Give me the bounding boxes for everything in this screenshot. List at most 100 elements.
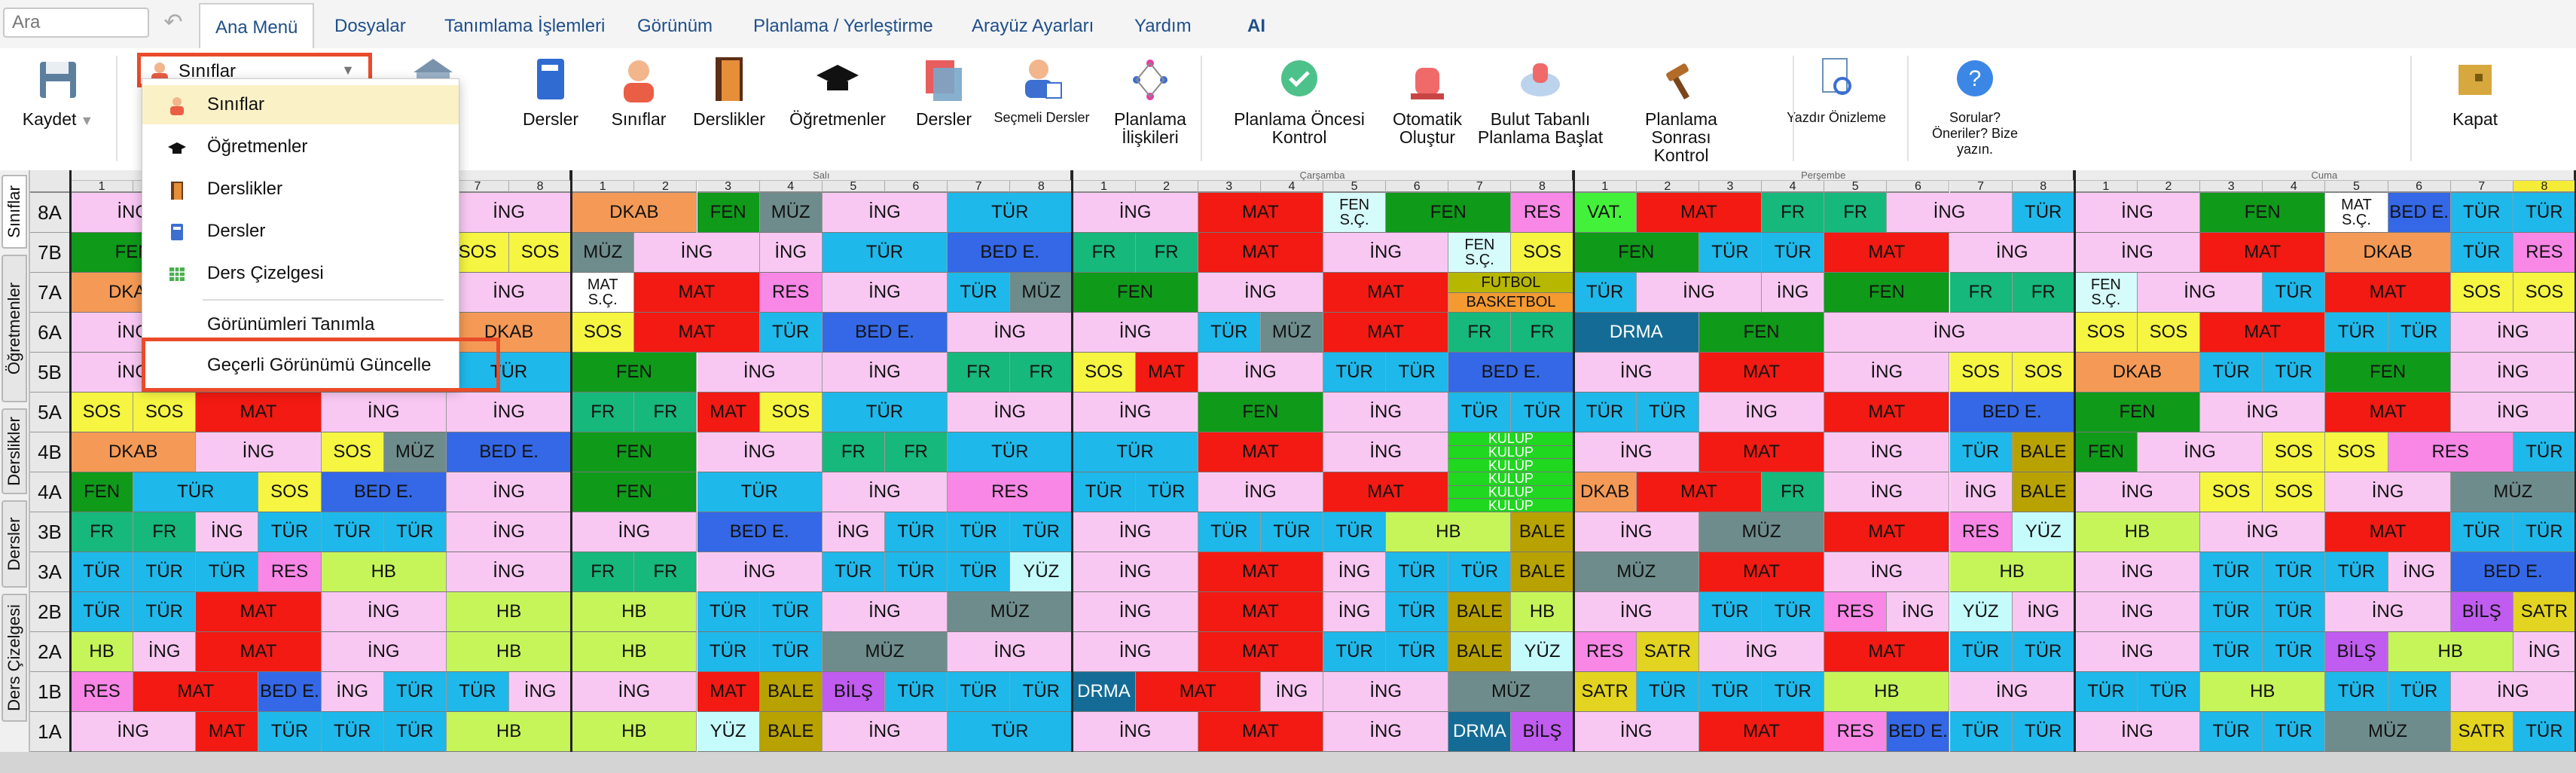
- lesson-cell[interactable]: BALE: [1511, 552, 1574, 592]
- lesson-cell[interactable]: TÜR: [948, 432, 1073, 472]
- lesson-cell[interactable]: SOS: [1511, 233, 1574, 273]
- lesson-cell[interactable]: TÜR: [1448, 552, 1512, 592]
- lesson-cell[interactable]: TÜR: [2325, 552, 2388, 592]
- lesson-cell[interactable]: İNG: [446, 193, 572, 233]
- lesson-cell[interactable]: İNG: [1073, 712, 1198, 752]
- lesson-cell[interactable]: YÜZ: [2012, 512, 2075, 552]
- lesson-cell[interactable]: MAT: [1323, 273, 1449, 313]
- lesson-cell[interactable]: TÜR: [2263, 712, 2326, 752]
- lesson-cell[interactable]: İNG: [697, 552, 823, 592]
- menu-item-ders-cizelgesi[interactable]: Ders Çizelgesi: [142, 254, 459, 293]
- lesson-cell[interactable]: MAT: [1636, 472, 1763, 512]
- lesson-cell[interactable]: RES: [1824, 592, 1888, 632]
- lesson-cell[interactable]: İNG: [2200, 393, 2326, 432]
- lesson-cell[interactable]: DKAB: [71, 432, 197, 472]
- lesson-cell[interactable]: BED E.: [697, 512, 823, 552]
- lesson-cell[interactable]: MÜZ: [759, 193, 823, 233]
- lesson-cell[interactable]: İNG: [1824, 472, 1950, 512]
- lesson-cell[interactable]: İNG: [1949, 472, 2013, 512]
- lesson-cell[interactable]: MAT: [2325, 273, 2451, 313]
- lesson-cell[interactable]: İNG: [2325, 592, 2451, 632]
- lesson-cell[interactable]: İNG: [572, 512, 697, 552]
- lesson-cell[interactable]: FEN: [572, 472, 697, 512]
- ribbon-button-9[interactable]: Otomatik Oluştur: [1386, 54, 1469, 167]
- lesson-cell[interactable]: İNG: [572, 672, 697, 712]
- class-row-label[interactable]: 7B: [30, 233, 71, 273]
- lesson-cell[interactable]: İNG: [321, 672, 384, 712]
- lesson-cell[interactable]: RES: [759, 273, 823, 313]
- ribbon-button-8[interactable]: Planlama Öncesi Kontrol: [1220, 54, 1378, 167]
- lesson-cell[interactable]: MÜZ: [1010, 273, 1073, 313]
- lesson-cell[interactable]: TÜR: [321, 712, 384, 752]
- lesson-cell[interactable]: TÜR: [2200, 632, 2263, 672]
- lesson-cell[interactable]: TÜR: [1386, 552, 1449, 592]
- lesson-cell[interactable]: TÜR: [2200, 592, 2263, 632]
- lesson-cell[interactable]: MAT: [697, 393, 760, 432]
- menu-tab-8[interactable]: AI: [1247, 16, 1265, 36]
- lesson-cell[interactable]: SATR: [2450, 712, 2513, 752]
- lesson-cell[interactable]: TÜR: [1323, 353, 1387, 393]
- lesson-cell[interactable]: MAT: [1198, 193, 1323, 233]
- lesson-cell[interactable]: TÜR: [258, 712, 322, 752]
- class-row-label[interactable]: 5B: [30, 353, 71, 393]
- lesson-cell[interactable]: TÜR: [446, 353, 572, 393]
- lesson-cell[interactable]: TÜR: [2200, 353, 2263, 393]
- lesson-cell[interactable]: İNG: [2074, 193, 2201, 233]
- lesson-cell[interactable]: MAT: [196, 712, 259, 752]
- lesson-cell[interactable]: KULÜP: [1448, 459, 1574, 472]
- lesson-cell[interactable]: İNG: [2450, 672, 2576, 712]
- lesson-cell[interactable]: TÜR: [1323, 632, 1387, 672]
- lesson-cell[interactable]: SOS: [133, 393, 197, 432]
- lesson-cell[interactable]: DKAB: [1573, 472, 1637, 512]
- lesson-cell[interactable]: MAT: [1699, 432, 1825, 472]
- lesson-cell[interactable]: İNG: [697, 432, 823, 472]
- menu-item-gorunumleri-tanimla[interactable]: Görünümleri Tanımla: [142, 305, 459, 344]
- lesson-cell[interactable]: SOS: [2137, 313, 2201, 353]
- lesson-cell[interactable]: MAT: [1323, 472, 1449, 512]
- lesson-cell[interactable]: DKAB: [446, 313, 572, 353]
- class-row-label[interactable]: 6A: [30, 313, 71, 353]
- lesson-cell[interactable]: HB: [1824, 672, 1950, 712]
- lesson-cell[interactable]: TÜR: [1949, 632, 2013, 672]
- lesson-cell[interactable]: TÜR: [383, 512, 447, 552]
- menu-item-ogretmenler[interactable]: Öğretmenler: [142, 127, 459, 167]
- lesson-cell[interactable]: İNG: [2513, 632, 2576, 672]
- lesson-cell[interactable]: TÜR: [2450, 233, 2513, 273]
- lesson-cell[interactable]: RES: [2388, 432, 2513, 472]
- lesson-cell[interactable]: İNG: [196, 512, 259, 552]
- lesson-cell[interactable]: TÜR: [71, 592, 134, 632]
- lesson-cell[interactable]: FEN: [1824, 273, 1950, 313]
- lesson-cell[interactable]: TÜR: [2450, 193, 2513, 233]
- lesson-cell[interactable]: RES: [1949, 512, 2013, 552]
- lesson-cell[interactable]: FR: [1511, 313, 1574, 353]
- side-tab-4[interactable]: Dersler: [2, 500, 27, 588]
- lesson-cell[interactable]: MAT: [1198, 592, 1323, 632]
- lesson-cell[interactable]: İNG: [1323, 592, 1387, 632]
- lesson-cell[interactable]: BALE: [1448, 592, 1512, 632]
- lesson-cell[interactable]: FR: [1448, 313, 1512, 353]
- class-row-label[interactable]: 8A: [30, 193, 71, 233]
- lesson-cell[interactable]: FEN S.Ç.: [2074, 273, 2138, 313]
- lesson-cell[interactable]: MAT: [1699, 552, 1825, 592]
- lesson-cell[interactable]: TÜR: [1699, 592, 1763, 632]
- lesson-cell[interactable]: MAT: [1198, 552, 1323, 592]
- lesson-cell[interactable]: FEN: [572, 353, 697, 393]
- lesson-cell[interactable]: İNG: [822, 592, 948, 632]
- lesson-cell[interactable]: TÜR: [822, 233, 948, 273]
- lesson-cell[interactable]: TÜR: [2325, 313, 2388, 353]
- lesson-cell[interactable]: SOS: [71, 393, 134, 432]
- lesson-cell[interactable]: FR: [1010, 353, 1073, 393]
- ribbon-button-10[interactable]: Bulut Tabanlı Planlama Başlat: [1476, 54, 1604, 167]
- lesson-cell[interactable]: MAT: [1699, 353, 1825, 393]
- lesson-cell[interactable]: SATR: [2513, 592, 2576, 632]
- ribbon-button-14[interactable]: Kapat: [2430, 54, 2520, 167]
- menu-item-derslikler[interactable]: Derslikler: [142, 170, 459, 209]
- lesson-cell[interactable]: TÜR: [1636, 393, 1699, 432]
- lesson-cell[interactable]: TÜR: [258, 512, 322, 552]
- lesson-cell[interactable]: TÜR: [948, 672, 1011, 712]
- lesson-cell[interactable]: FR: [1073, 233, 1136, 273]
- lesson-cell[interactable]: BED E.: [2388, 193, 2451, 233]
- lesson-cell[interactable]: SOS: [1949, 353, 2013, 393]
- lesson-cell[interactable]: HB: [1386, 512, 1512, 552]
- lesson-cell[interactable]: MAT: [1323, 313, 1449, 353]
